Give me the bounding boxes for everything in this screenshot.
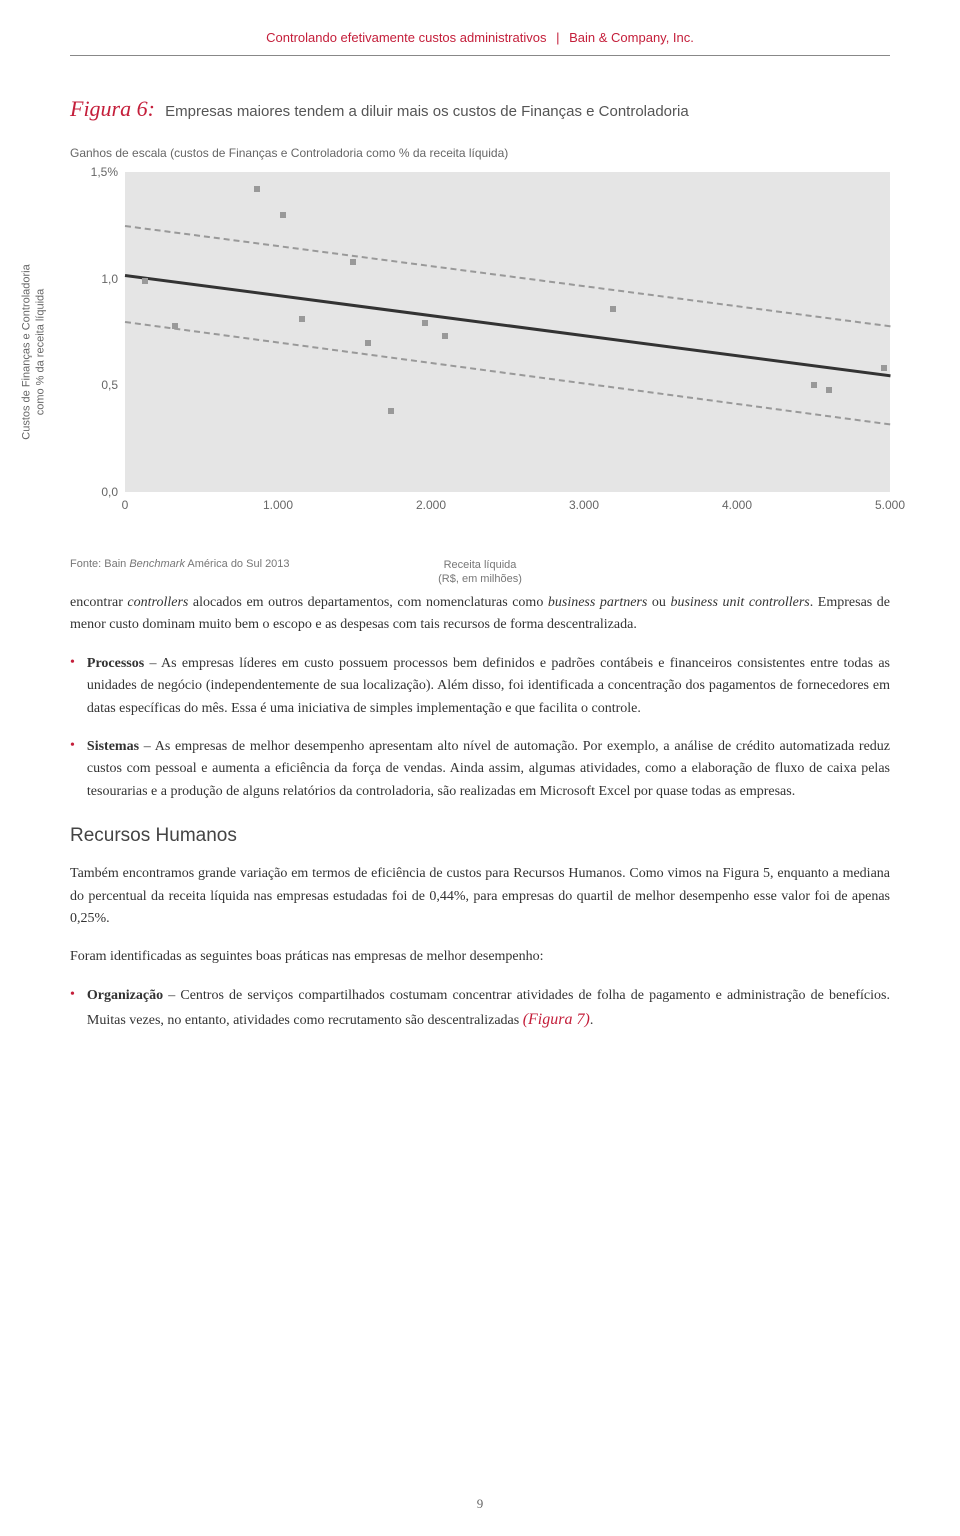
data-point	[826, 387, 832, 393]
data-point	[442, 333, 448, 339]
x-tick: 1.000	[263, 498, 293, 512]
data-point	[142, 278, 148, 284]
data-point	[254, 186, 260, 192]
section-heading: Recursos Humanos	[70, 825, 890, 847]
figure-title: Figura 6: Empresas maiores tendem a dilu…	[70, 96, 890, 122]
bullet-dot-icon: •	[70, 738, 75, 803]
data-point	[280, 212, 286, 218]
data-point	[299, 316, 305, 322]
data-point	[350, 259, 356, 265]
chart-source: Fonte: Bain Benchmark América do Sul 201…	[70, 558, 290, 570]
x-tick: 4.000	[722, 498, 752, 512]
y-tick: 1,0	[88, 272, 118, 286]
data-point	[388, 408, 394, 414]
header-sep: |	[550, 30, 565, 45]
y-tick: 1,5%	[88, 165, 118, 179]
data-point	[610, 306, 616, 312]
x-tick: 0	[122, 498, 129, 512]
page-number: 9	[477, 1496, 484, 1512]
chart: Custos de Finanças e Controladoriacomo %…	[70, 172, 890, 532]
figure-desc: Empresas maiores tendem a diluir mais os…	[165, 103, 689, 120]
bullet-dot-icon: •	[70, 655, 75, 720]
y-tick: 0,0	[88, 485, 118, 499]
bullet-organizacao: • Organização – Centros de serviços comp…	[70, 985, 890, 1033]
data-point	[422, 320, 428, 326]
data-point	[811, 382, 817, 388]
data-point	[365, 340, 371, 346]
trend-line	[125, 274, 890, 377]
x-tick: 5.000	[875, 498, 905, 512]
bullet-sistemas: • Sistemas – As empresas de melhor desem…	[70, 736, 890, 803]
header-rule	[70, 55, 890, 56]
header-company: Bain & Company, Inc.	[569, 30, 694, 45]
para-rh-2: Foram identificadas as seguintes boas pr…	[70, 946, 890, 968]
data-point	[172, 323, 178, 329]
para-rh-1: Também encontramos grande variação em te…	[70, 863, 890, 930]
body-text: encontrar controllers alocados em outros…	[70, 592, 890, 1033]
y-tick: 0,5	[88, 378, 118, 392]
x-axis-caption: Receita líquida(R$, em milhões)	[438, 558, 522, 587]
figure-subtitle: Ganhos de escala (custos de Finanças e C…	[70, 146, 890, 160]
header-title: Controlando efetivamente custos administ…	[266, 30, 546, 45]
page-header: Controlando efetivamente custos administ…	[70, 30, 890, 55]
bullet-dot-icon: •	[70, 987, 75, 1033]
figure-label: Figura 6:	[70, 96, 155, 121]
ci-line	[125, 321, 890, 425]
plot-area	[125, 172, 890, 492]
ci-line	[125, 225, 890, 327]
para-continuation: encontrar controllers alocados em outros…	[70, 592, 890, 637]
bullet-processos: • Processos – As empresas líderes em cus…	[70, 653, 890, 720]
y-axis-label: Custos de Finanças e Controladoriacomo %…	[20, 264, 49, 439]
x-tick: 3.000	[569, 498, 599, 512]
x-tick: 2.000	[416, 498, 446, 512]
data-point	[881, 365, 887, 371]
